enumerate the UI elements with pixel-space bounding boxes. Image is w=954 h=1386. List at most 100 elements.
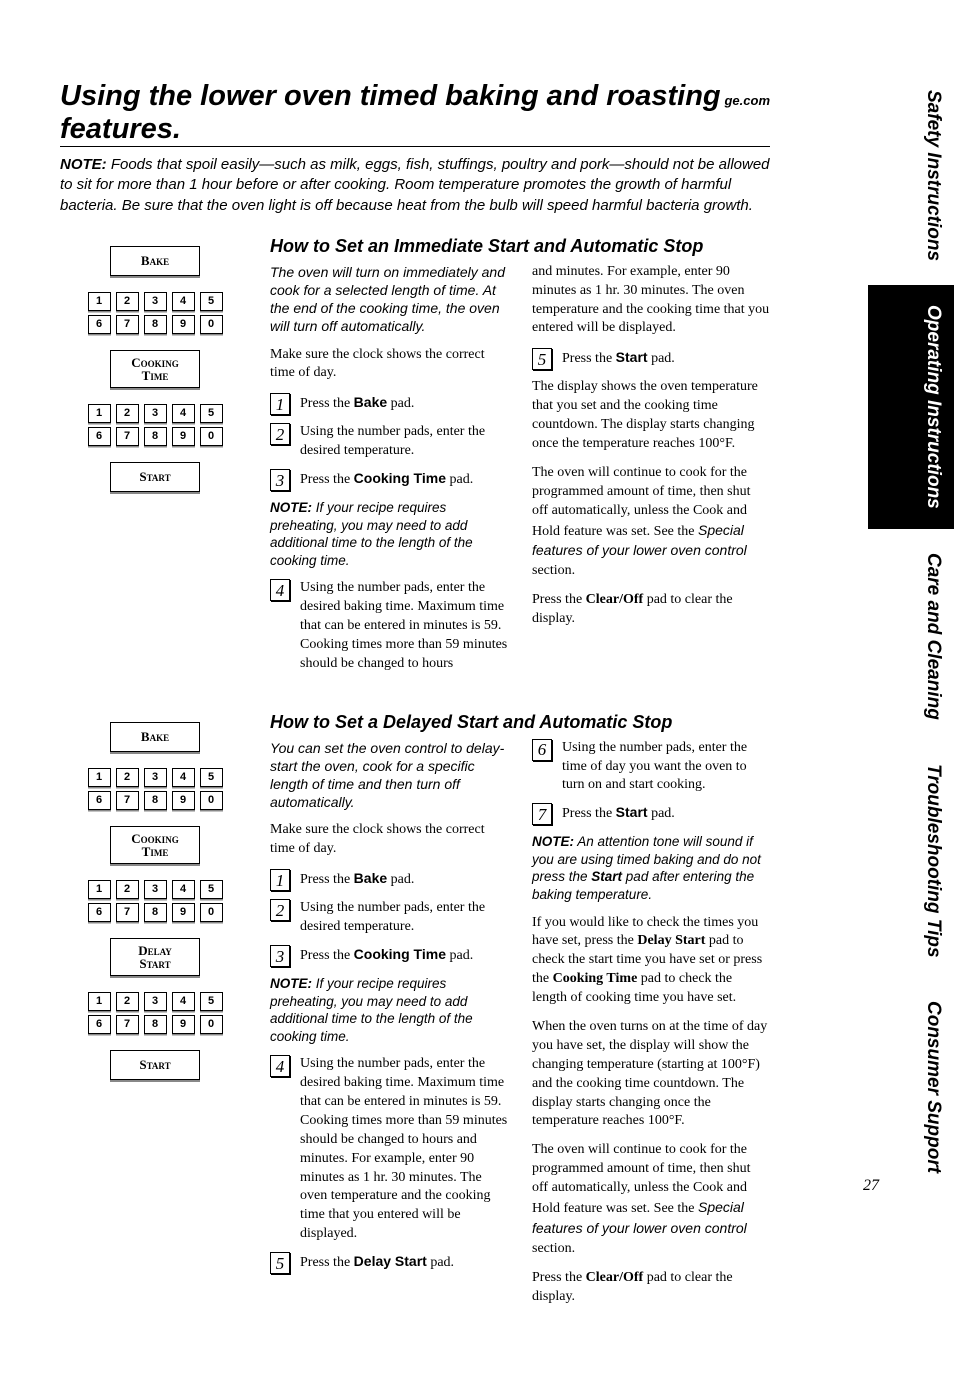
key: 4 — [172, 880, 195, 899]
key: 4 — [172, 768, 195, 787]
key: 6 — [88, 427, 111, 446]
key: 8 — [144, 903, 167, 922]
tab-consumer[interactable]: Consumer Support — [868, 981, 954, 1193]
key: 3 — [144, 404, 167, 423]
note-label: NOTE: — [60, 156, 107, 173]
step-2: 2 Using the number pads, enter the desir… — [270, 423, 508, 461]
key: 5 — [200, 404, 223, 423]
key: 0 — [200, 427, 223, 446]
section2-right-note: NOTE: An attention tone will sound if yo… — [532, 833, 770, 903]
t: pad. — [446, 472, 473, 487]
t: Using the number pads, enter the desired… — [300, 899, 508, 937]
keypad-diagram: 1 2 3 4 5 6 7 8 9 0 — [88, 768, 223, 810]
key: 1 — [88, 404, 111, 423]
tab-troubleshooting[interactable]: Troubleshooting Tips — [868, 744, 954, 978]
key: 0 — [200, 315, 223, 334]
key: 8 — [144, 791, 167, 810]
t: Press the — [300, 396, 354, 411]
section2-after2: When the oven turns on at the time of da… — [532, 1018, 770, 1131]
t: Using the number pads, enter the time of… — [562, 739, 770, 796]
side-tabs: Safety Instructions Operating Instructio… — [868, 70, 954, 1193]
delay-start-button-diagram: Delay Start — [110, 938, 200, 976]
key: 1 — [88, 768, 111, 787]
page-title: Using the lower oven timed baking and ro… — [60, 80, 724, 146]
key: 6 — [88, 315, 111, 334]
step-number-icon: 5 — [270, 1252, 290, 1274]
step-5: 5 Press the Delay Start pad. — [270, 1252, 508, 1274]
step-2: 2 Using the number pads, enter the desir… — [270, 899, 508, 937]
key: 7 — [116, 903, 139, 922]
section1-after2: The oven will continue to cook for the p… — [532, 464, 770, 581]
section2-heading: How to Set a Delayed Start and Automatic… — [270, 712, 770, 733]
key: 8 — [144, 315, 167, 334]
section1-intro: The oven will turn on immediately and co… — [270, 263, 508, 336]
section1-heading: How to Set an Immediate Start and Automa… — [270, 236, 770, 257]
cooking-time-button-diagram: Cooking Time — [110, 826, 200, 864]
t: Start — [616, 349, 648, 365]
section-delayed-start: Bake 1 2 3 4 5 6 7 8 9 0 Cooking Time — [60, 712, 770, 1317]
key: 0 — [200, 903, 223, 922]
key: 2 — [116, 992, 139, 1011]
step-5: 5 Press the Start pad. — [532, 348, 770, 370]
t: Press the — [300, 472, 354, 487]
t: Delay Start — [354, 1253, 427, 1269]
key: 6 — [88, 791, 111, 810]
t: Cooking Time — [354, 946, 446, 962]
key: 9 — [172, 791, 195, 810]
tab-operating[interactable]: Operating Instructions — [868, 285, 954, 529]
keypad-diagram: 1 2 3 4 5 6 7 8 9 0 — [88, 992, 223, 1034]
key: 6 — [88, 1015, 111, 1034]
bake-button-diagram: Bake — [110, 246, 200, 276]
tab-safety[interactable]: Safety Instructions — [868, 70, 954, 281]
section2-intro: You can set the oven control to delay-st… — [270, 739, 508, 812]
t: pad. — [648, 351, 675, 366]
key: 4 — [172, 992, 195, 1011]
t: Press the — [300, 1255, 354, 1270]
t: pad. — [446, 948, 473, 963]
t: Start — [616, 804, 648, 820]
t: NOTE: — [270, 500, 312, 515]
t: Using the number pads, enter the desired… — [300, 423, 508, 461]
key: 7 — [116, 315, 139, 334]
key: 0 — [200, 1015, 223, 1034]
t: Delay Start — [637, 933, 705, 948]
keypad-diagram: 1 2 3 4 5 6 7 8 9 0 — [88, 880, 223, 922]
key: 7 — [116, 791, 139, 810]
start-button-diagram: Start — [110, 462, 200, 492]
key: 1 — [88, 292, 111, 311]
cooking-time-button-diagram: Cooking Time — [110, 350, 200, 388]
t: pad. — [648, 806, 675, 821]
key: 3 — [144, 992, 167, 1011]
t: pad. — [427, 1255, 454, 1270]
section-immediate-start: Bake 1 2 3 4 5 6 7 8 9 0 Cooking Time — [60, 236, 770, 682]
t: Bake — [354, 394, 387, 410]
t: Press the — [532, 1270, 586, 1285]
key: 3 — [144, 292, 167, 311]
key: 9 — [172, 903, 195, 922]
t: Using the number pads, enter the desired… — [300, 1055, 508, 1244]
key: 5 — [200, 292, 223, 311]
step-number-icon: 5 — [532, 348, 552, 370]
step-3: 3 Press the Cooking Time pad. — [270, 945, 508, 967]
key: 9 — [172, 427, 195, 446]
key: 2 — [116, 404, 139, 423]
key: 8 — [144, 427, 167, 446]
section2-after3: The oven will continue to cook for the p… — [532, 1141, 770, 1258]
t: Using the number pads, enter the desired… — [300, 579, 508, 673]
step-number-icon: 2 — [270, 423, 290, 445]
page-number: 27 — [863, 1177, 879, 1195]
t: Clear/Off — [586, 592, 644, 607]
section2-mid-note: NOTE: If your recipe requires preheating… — [270, 975, 508, 1045]
key: 3 — [144, 768, 167, 787]
key: 4 — [172, 404, 195, 423]
t: Press the — [562, 351, 616, 366]
step-3: 3 Press the Cooking Time pad. — [270, 469, 508, 491]
header-url: ge.com — [724, 93, 770, 108]
key: 7 — [116, 427, 139, 446]
key: 8 — [144, 1015, 167, 1034]
section1-lead: Make sure the clock shows the correct ti… — [270, 346, 508, 384]
t: Cooking Time — [354, 470, 446, 486]
tab-care[interactable]: Care and Cleaning — [868, 533, 954, 740]
section2-after4: Press the Clear/Off pad to clear the dis… — [532, 1269, 770, 1307]
step-number-icon: 2 — [270, 899, 290, 921]
